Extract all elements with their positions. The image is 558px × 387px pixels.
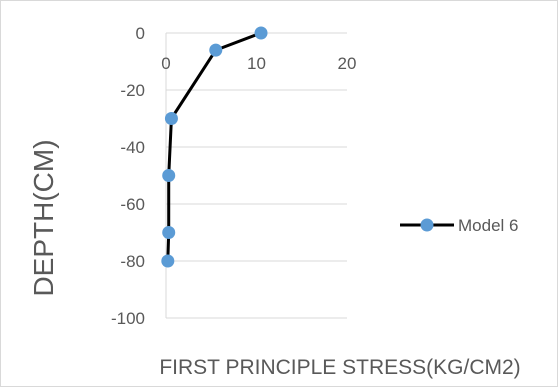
data-point-5 [161, 254, 175, 268]
x-tick-label-10: 10 [247, 54, 266, 73]
y-tick-label--20: -20 [120, 81, 145, 100]
data-points [161, 26, 268, 268]
legend-marker-swatch [420, 218, 434, 232]
x-axis-title: FIRST PRINCIPLE STRESS(KG/CM2) [159, 356, 520, 379]
y-tick-label-0: 0 [136, 24, 145, 43]
x-tick-label-0: 0 [161, 54, 170, 73]
legend-label-model-6: Model 6 [458, 216, 518, 235]
y-tick-labels: 0 -20 -40 -60 -80 -100 [111, 24, 145, 328]
y-tick-label--100: -100 [111, 309, 145, 328]
y-tick-label--40: -40 [120, 138, 145, 157]
data-point-1 [209, 43, 223, 57]
x-tick-label-20: 20 [338, 54, 357, 73]
data-point-4 [162, 226, 176, 239]
y-axis-title: DEPTH(CM) [28, 139, 59, 296]
data-point-3 [162, 169, 176, 182]
y-tick-label--60: -60 [120, 195, 145, 214]
gridlines [165, 32, 347, 319]
x-tick-labels: 0 10 20 [161, 54, 356, 73]
data-point-0 [254, 26, 268, 40]
y-tick-label--80: -80 [120, 252, 145, 271]
data-point-2 [164, 112, 178, 125]
legend: Model 6 [400, 216, 518, 235]
